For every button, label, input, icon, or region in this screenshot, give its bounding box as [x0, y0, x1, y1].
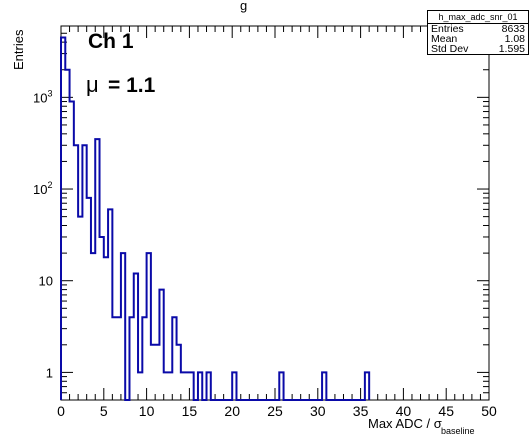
- x-tick-label: 35: [353, 403, 369, 419]
- stats-value: 1.08: [504, 33, 525, 45]
- y-tick-label: 103: [33, 88, 52, 105]
- stats-value: 1.595: [498, 43, 525, 55]
- stats-box: h_max_adc_snr_01 Entries 8633 Mean 1.08 Std …: [427, 10, 529, 55]
- x-tick-label: 50: [481, 403, 497, 419]
- y-axis-label: Entries: [11, 29, 26, 70]
- x-axis-label: Max ADC / σ: [368, 416, 442, 431]
- histogram-series: [60, 36, 371, 401]
- x-tick-label: 15: [182, 403, 198, 419]
- x-tick-labels: 0 5 10 15 20 25 30 35 40 45 50: [57, 403, 497, 419]
- stats-label: Std Dev: [431, 43, 469, 55]
- x-tick-label: 20: [224, 403, 240, 419]
- x-tick-label: 45: [438, 403, 454, 419]
- stats-row: Mean 1.08: [428, 33, 528, 45]
- channel-label: Ch 1: [88, 30, 134, 53]
- y-tick-labels: 1 10 102 103: [33, 88, 53, 380]
- stats-label: Mean: [431, 33, 458, 45]
- y-tick-label: 10: [39, 274, 53, 289]
- plot-title-fragment: g: [240, 0, 247, 13]
- x-tick-label: 30: [310, 403, 326, 419]
- x-tick-label: 5: [100, 403, 108, 419]
- x-tick-label: 0: [57, 403, 65, 419]
- stats-value: 8633: [501, 23, 525, 35]
- stats-row: Entries 8633: [428, 23, 528, 35]
- stats-title: h_max_adc_snr_01: [428, 11, 528, 24]
- mu-symbol: μ: [86, 72, 99, 97]
- x-tick-label: 25: [267, 403, 283, 419]
- y-tick-label: 1: [46, 365, 53, 380]
- x-tick-label: 40: [396, 403, 412, 419]
- x-tick-label: 10: [139, 403, 155, 419]
- mu-value: = 1.1: [108, 74, 156, 97]
- x-axis-label-subscript: baseline: [441, 426, 475, 436]
- y-tick-label: 102: [33, 180, 52, 197]
- stats-label: Entries: [431, 23, 464, 35]
- stats-row: Std Dev 1.595: [428, 43, 528, 55]
